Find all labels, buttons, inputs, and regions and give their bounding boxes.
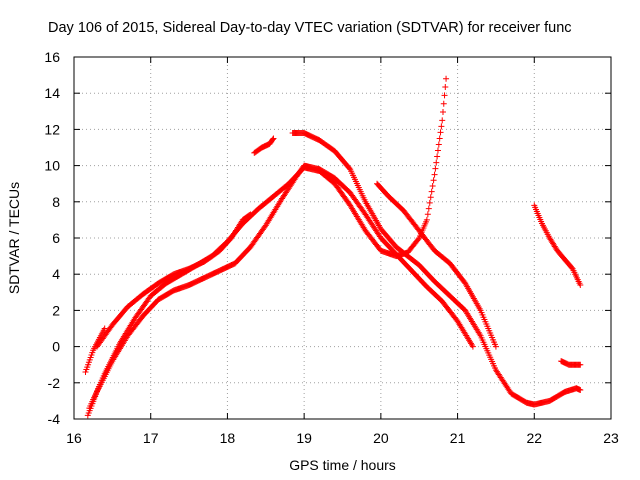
data-point [423,216,430,223]
series-6 [289,130,584,408]
series-5 [251,135,277,156]
x-tick-label: 22 [526,430,542,446]
data-point [437,129,444,136]
y-tick-label: 10 [44,158,60,174]
x-tick-label: 21 [450,430,466,446]
data-point [577,387,584,394]
data-point [492,343,499,350]
data-point [436,135,443,142]
x-tick-label: 23 [603,430,619,446]
y-tick-label: 16 [44,49,60,65]
data-point [431,171,438,178]
data-point [247,211,254,218]
x-tick-label: 18 [220,430,236,446]
x-axis-label: GPS time / hours [289,457,396,473]
data-point [429,182,436,189]
data-point [432,165,439,172]
data-point [435,141,442,148]
data-point [424,211,431,218]
x-tick-label: 20 [373,430,389,446]
data-point [439,117,446,124]
data-point [442,84,449,91]
data-point [469,343,476,350]
data-point [269,136,276,143]
data-point [270,135,277,142]
data-point [440,100,447,107]
data-point [425,205,432,212]
series-4 [94,211,254,350]
data-point [433,159,440,166]
x-tick-label: 17 [143,430,159,446]
y-tick-label: 6 [52,230,60,246]
y-tick-label: 2 [52,302,60,318]
x-tick-label: 16 [66,430,82,446]
data-point [434,147,441,154]
data-point [439,109,446,116]
data-point [346,165,353,172]
data-point [441,92,448,99]
series-1 [84,162,476,419]
x-tick-label: 19 [296,430,312,446]
series-7 [374,180,499,350]
data-point [577,361,584,368]
data-point [443,75,450,82]
y-tick-label: -2 [48,375,61,391]
y-tick-label: 14 [44,85,60,101]
tick-labels: 16 17 18 19 20 21 22 23 -4 -2 0 2 4 6 8 10 12 14 16 [44,49,619,446]
data-point [430,177,437,184]
data-point [415,236,422,243]
data-point [246,212,253,219]
data-point [577,282,584,289]
data-point [434,153,441,160]
data-point [427,194,434,201]
y-tick-label: 0 [52,339,60,355]
series-8 [531,202,584,289]
y-tick-label: 12 [44,121,60,137]
data-point [426,199,433,206]
data-point [428,188,435,195]
axis-ticks [73,56,612,420]
series-9 [558,358,584,368]
y-tick-label: 8 [52,194,60,210]
data-marks [82,75,584,419]
grid [74,57,611,419]
y-tick-label: -4 [48,411,61,427]
chart-title: Day 106 of 2015, Sidereal Day-to-day VTE… [48,20,572,36]
y-tick-label: 4 [52,266,60,282]
y-axis-label: SDTVAR / TECUs [6,182,22,294]
data-point [438,123,445,130]
